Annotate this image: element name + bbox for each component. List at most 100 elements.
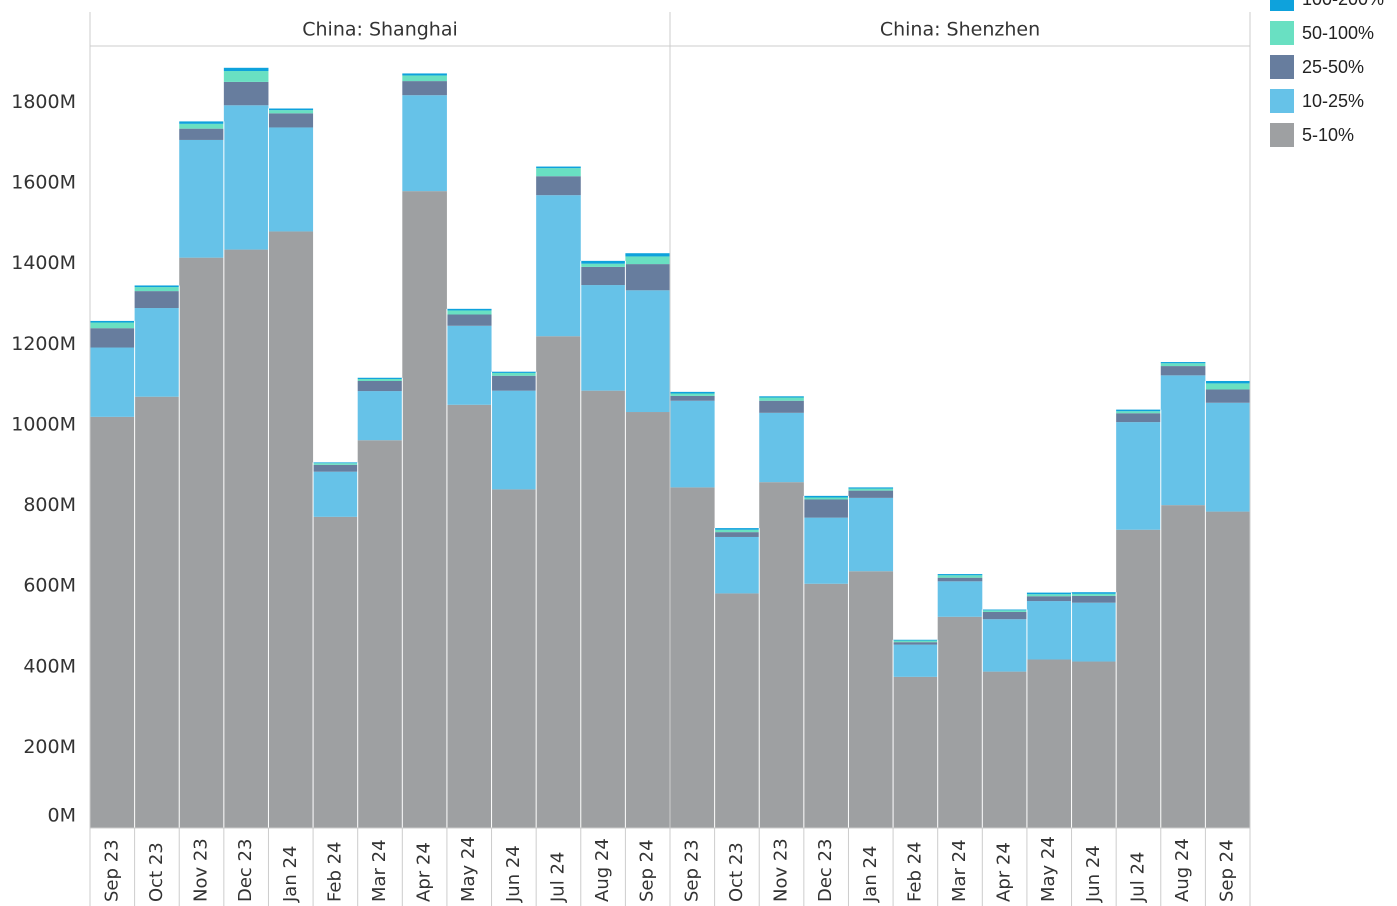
bar-segment[interactable] [536,166,581,169]
bar-segment[interactable] [803,499,849,518]
bar-segment[interactable] [759,400,804,413]
bar-segment[interactable] [580,263,626,267]
bar-segment[interactable] [670,400,715,488]
bar-segment[interactable] [402,75,447,82]
bar-segment[interactable] [893,639,938,641]
bar-segment[interactable] [1026,592,1072,595]
bar-segment[interactable] [759,412,804,483]
bar-segment[interactable] [402,95,447,192]
bar-segment[interactable] [848,571,894,828]
bar-segment[interactable] [625,290,670,413]
bar-segment[interactable] [268,127,314,232]
legend-item[interactable]: 100-200% [1270,0,1384,16]
legend-item[interactable]: 25-50% [1270,50,1384,84]
bar-segment[interactable] [268,113,314,128]
bar-segment[interactable] [1071,593,1117,596]
bar-segment[interactable] [1116,411,1161,414]
bar-segment[interactable] [982,611,1027,620]
bar-segment[interactable] [1205,380,1250,384]
bar-segment[interactable] [982,610,1027,612]
bar-segment[interactable] [446,308,492,311]
bar-segment[interactable] [1160,505,1206,828]
bar-segment[interactable] [848,488,894,491]
bar-segment[interactable] [1205,389,1250,403]
bar-segment[interactable] [1160,375,1206,506]
bar-segment[interactable] [580,285,626,391]
bar-segment[interactable] [893,676,938,828]
bar-segment[interactable] [1071,661,1117,828]
bar-segment[interactable] [313,463,358,465]
bar-segment[interactable] [1116,409,1161,412]
bar-segment[interactable] [536,195,581,337]
bar-segment[interactable] [357,378,403,381]
bar-segment[interactable] [179,257,224,829]
bar-segment[interactable] [714,536,760,594]
bar-segment[interactable] [670,395,715,401]
bar-segment[interactable] [1160,366,1206,376]
bar-segment[interactable] [937,577,983,582]
bar-segment[interactable] [982,609,1027,611]
legend-item[interactable]: 5-10% [1270,118,1384,152]
bar-segment[interactable] [1071,602,1117,662]
bar-segment[interactable] [223,105,269,250]
bar-segment[interactable] [536,168,581,177]
bar-segment[interactable] [90,347,135,417]
bar-segment[interactable] [134,291,180,309]
bar-segment[interactable] [313,464,358,472]
bar-segment[interactable] [893,642,938,645]
bar-segment[interactable] [179,121,224,124]
bar-segment[interactable] [759,396,804,398]
legend-item[interactable]: 10-25% [1270,84,1384,118]
bar-segment[interactable] [1205,511,1250,828]
bar-segment[interactable] [759,482,804,828]
bar-segment[interactable] [134,396,180,828]
bar-segment[interactable] [670,391,715,394]
bar-segment[interactable] [179,123,224,129]
bar-segment[interactable] [1026,596,1072,602]
bar-segment[interactable] [491,489,537,828]
bar-segment[interactable] [670,393,715,396]
bar-segment[interactable] [491,372,537,376]
bar-segment[interactable] [90,416,135,828]
bar-segment[interactable] [90,320,135,323]
bar-segment[interactable] [1205,383,1250,390]
bar-segment[interactable] [580,266,626,286]
bar-segment[interactable] [1160,363,1206,367]
bar-segment[interactable] [937,616,983,828]
bar-segment[interactable] [446,314,492,326]
bar-segment[interactable] [803,495,849,498]
bar-segment[interactable] [625,412,670,828]
bar-segment[interactable] [1026,659,1072,828]
bar-segment[interactable] [313,471,358,517]
bar-segment[interactable] [625,253,670,257]
bar-segment[interactable] [1116,422,1161,530]
bar-segment[interactable] [446,310,492,315]
bar-segment[interactable] [536,176,581,196]
bar-segment[interactable] [402,73,447,76]
bar-segment[interactable] [1071,595,1117,603]
bar-segment[interactable] [134,285,180,288]
bar-segment[interactable] [580,260,626,264]
bar-segment[interactable] [223,71,269,82]
bar-segment[interactable] [223,67,269,72]
bar-segment[interactable] [848,487,894,489]
bar-segment[interactable] [90,328,135,348]
bar-segment[interactable] [268,108,314,111]
legend-item[interactable]: 50-100% [1270,16,1384,50]
bar-segment[interactable] [1160,362,1206,364]
bar-segment[interactable] [313,462,358,464]
bar-segment[interactable] [134,287,180,292]
bar-segment[interactable] [580,390,626,828]
bar-segment[interactable] [313,516,358,828]
bar-segment[interactable] [1116,529,1161,828]
bar-segment[interactable] [714,593,760,828]
bar-segment[interactable] [803,497,849,500]
bar-segment[interactable] [446,325,492,405]
bar-segment[interactable] [937,575,983,578]
bar-segment[interactable] [1205,402,1250,512]
bar-segment[interactable] [848,490,894,498]
bar-segment[interactable] [1071,592,1117,594]
bar-segment[interactable] [625,256,670,265]
bar-segment[interactable] [1026,594,1072,597]
bar-segment[interactable] [848,497,894,572]
